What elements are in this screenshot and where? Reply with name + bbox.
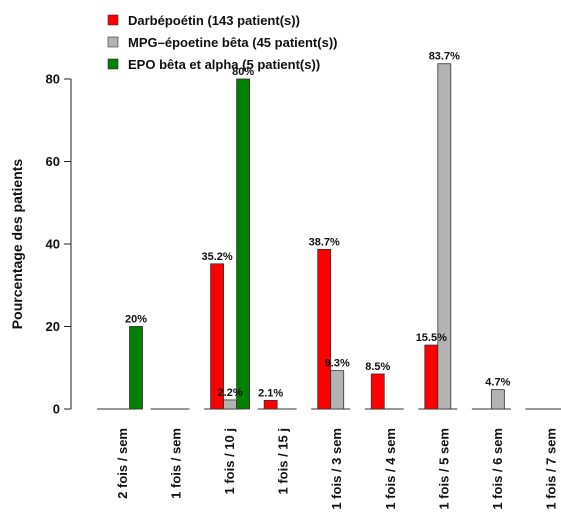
data-label: 83.7% bbox=[429, 51, 460, 63]
data-label: 20% bbox=[125, 314, 147, 326]
bar bbox=[437, 63, 452, 410]
x-tick-label: 1 fois / 5 sem bbox=[436, 428, 451, 510]
x-tick-label: 2 fois / sem bbox=[115, 428, 130, 499]
x-tick-label: 1 fois / 15 j bbox=[276, 428, 291, 494]
data-labels: 35.2% 2.1% 38.7% 8.5% 15.5% 2.2% 9.3% 83.7% 4.7%… bbox=[125, 51, 511, 400]
bar bbox=[263, 399, 278, 410]
legend-entry: Darbépoétin (143 patient(s)) bbox=[128, 13, 300, 28]
y-tick-label: 40 bbox=[46, 237, 60, 252]
y-tick-label: 0 bbox=[53, 402, 60, 417]
x-tick-label: 1 fois / 7 sem bbox=[543, 428, 558, 510]
legend-swatch bbox=[107, 58, 119, 70]
y-tick-label: 60 bbox=[46, 154, 60, 169]
bar bbox=[223, 399, 238, 410]
legend-entry: EPO bêta et alpha (5 patient(s)) bbox=[128, 57, 320, 72]
legend-swatch bbox=[107, 14, 119, 26]
bar bbox=[370, 373, 385, 410]
data-label: 35.2% bbox=[201, 251, 232, 263]
x-tick-label: 1 fois / 10 j bbox=[222, 428, 237, 494]
bar bbox=[317, 248, 332, 410]
y-tick-label: 20 bbox=[46, 319, 60, 334]
legend: Darbépoétin (143 patient(s)) MPG–époetine… bbox=[107, 13, 337, 72]
bar bbox=[236, 78, 251, 410]
data-label: 15.5% bbox=[416, 332, 447, 344]
bar bbox=[424, 344, 439, 410]
x-tick-label: 1 fois / 6 sem bbox=[490, 428, 505, 510]
legend-swatch bbox=[107, 36, 119, 48]
data-label: 9.3% bbox=[325, 358, 350, 370]
data-label: 8.5% bbox=[365, 361, 390, 373]
x-tick-label: 1 fois / 3 sem bbox=[329, 428, 344, 510]
y-tick-label: 80 bbox=[46, 72, 60, 87]
data-label: 38.7% bbox=[309, 236, 340, 248]
data-label: 2.2% bbox=[218, 387, 243, 399]
data-label: 80% bbox=[232, 66, 254, 78]
x-tick-label: 1 fois / 4 sem bbox=[383, 428, 398, 510]
bars bbox=[129, 63, 505, 410]
x-tick-label: 1 fois / sem bbox=[169, 428, 184, 499]
legend-entry: MPG–époetine bêta (45 patient(s)) bbox=[128, 35, 337, 50]
x-tick-labels: 2 fois / sem 1 fois / sem 1 fois / 10 j 1 f… bbox=[115, 428, 558, 510]
data-label: 2.1% bbox=[258, 387, 283, 399]
data-label: 4.7% bbox=[485, 377, 510, 389]
bar bbox=[129, 326, 143, 410]
bar bbox=[490, 389, 505, 410]
bar bbox=[210, 263, 225, 410]
y-axis-label: Pourcentage des patients bbox=[9, 159, 25, 330]
bar bbox=[330, 370, 345, 410]
y-axis: 0 20 40 60 80 bbox=[46, 72, 72, 417]
